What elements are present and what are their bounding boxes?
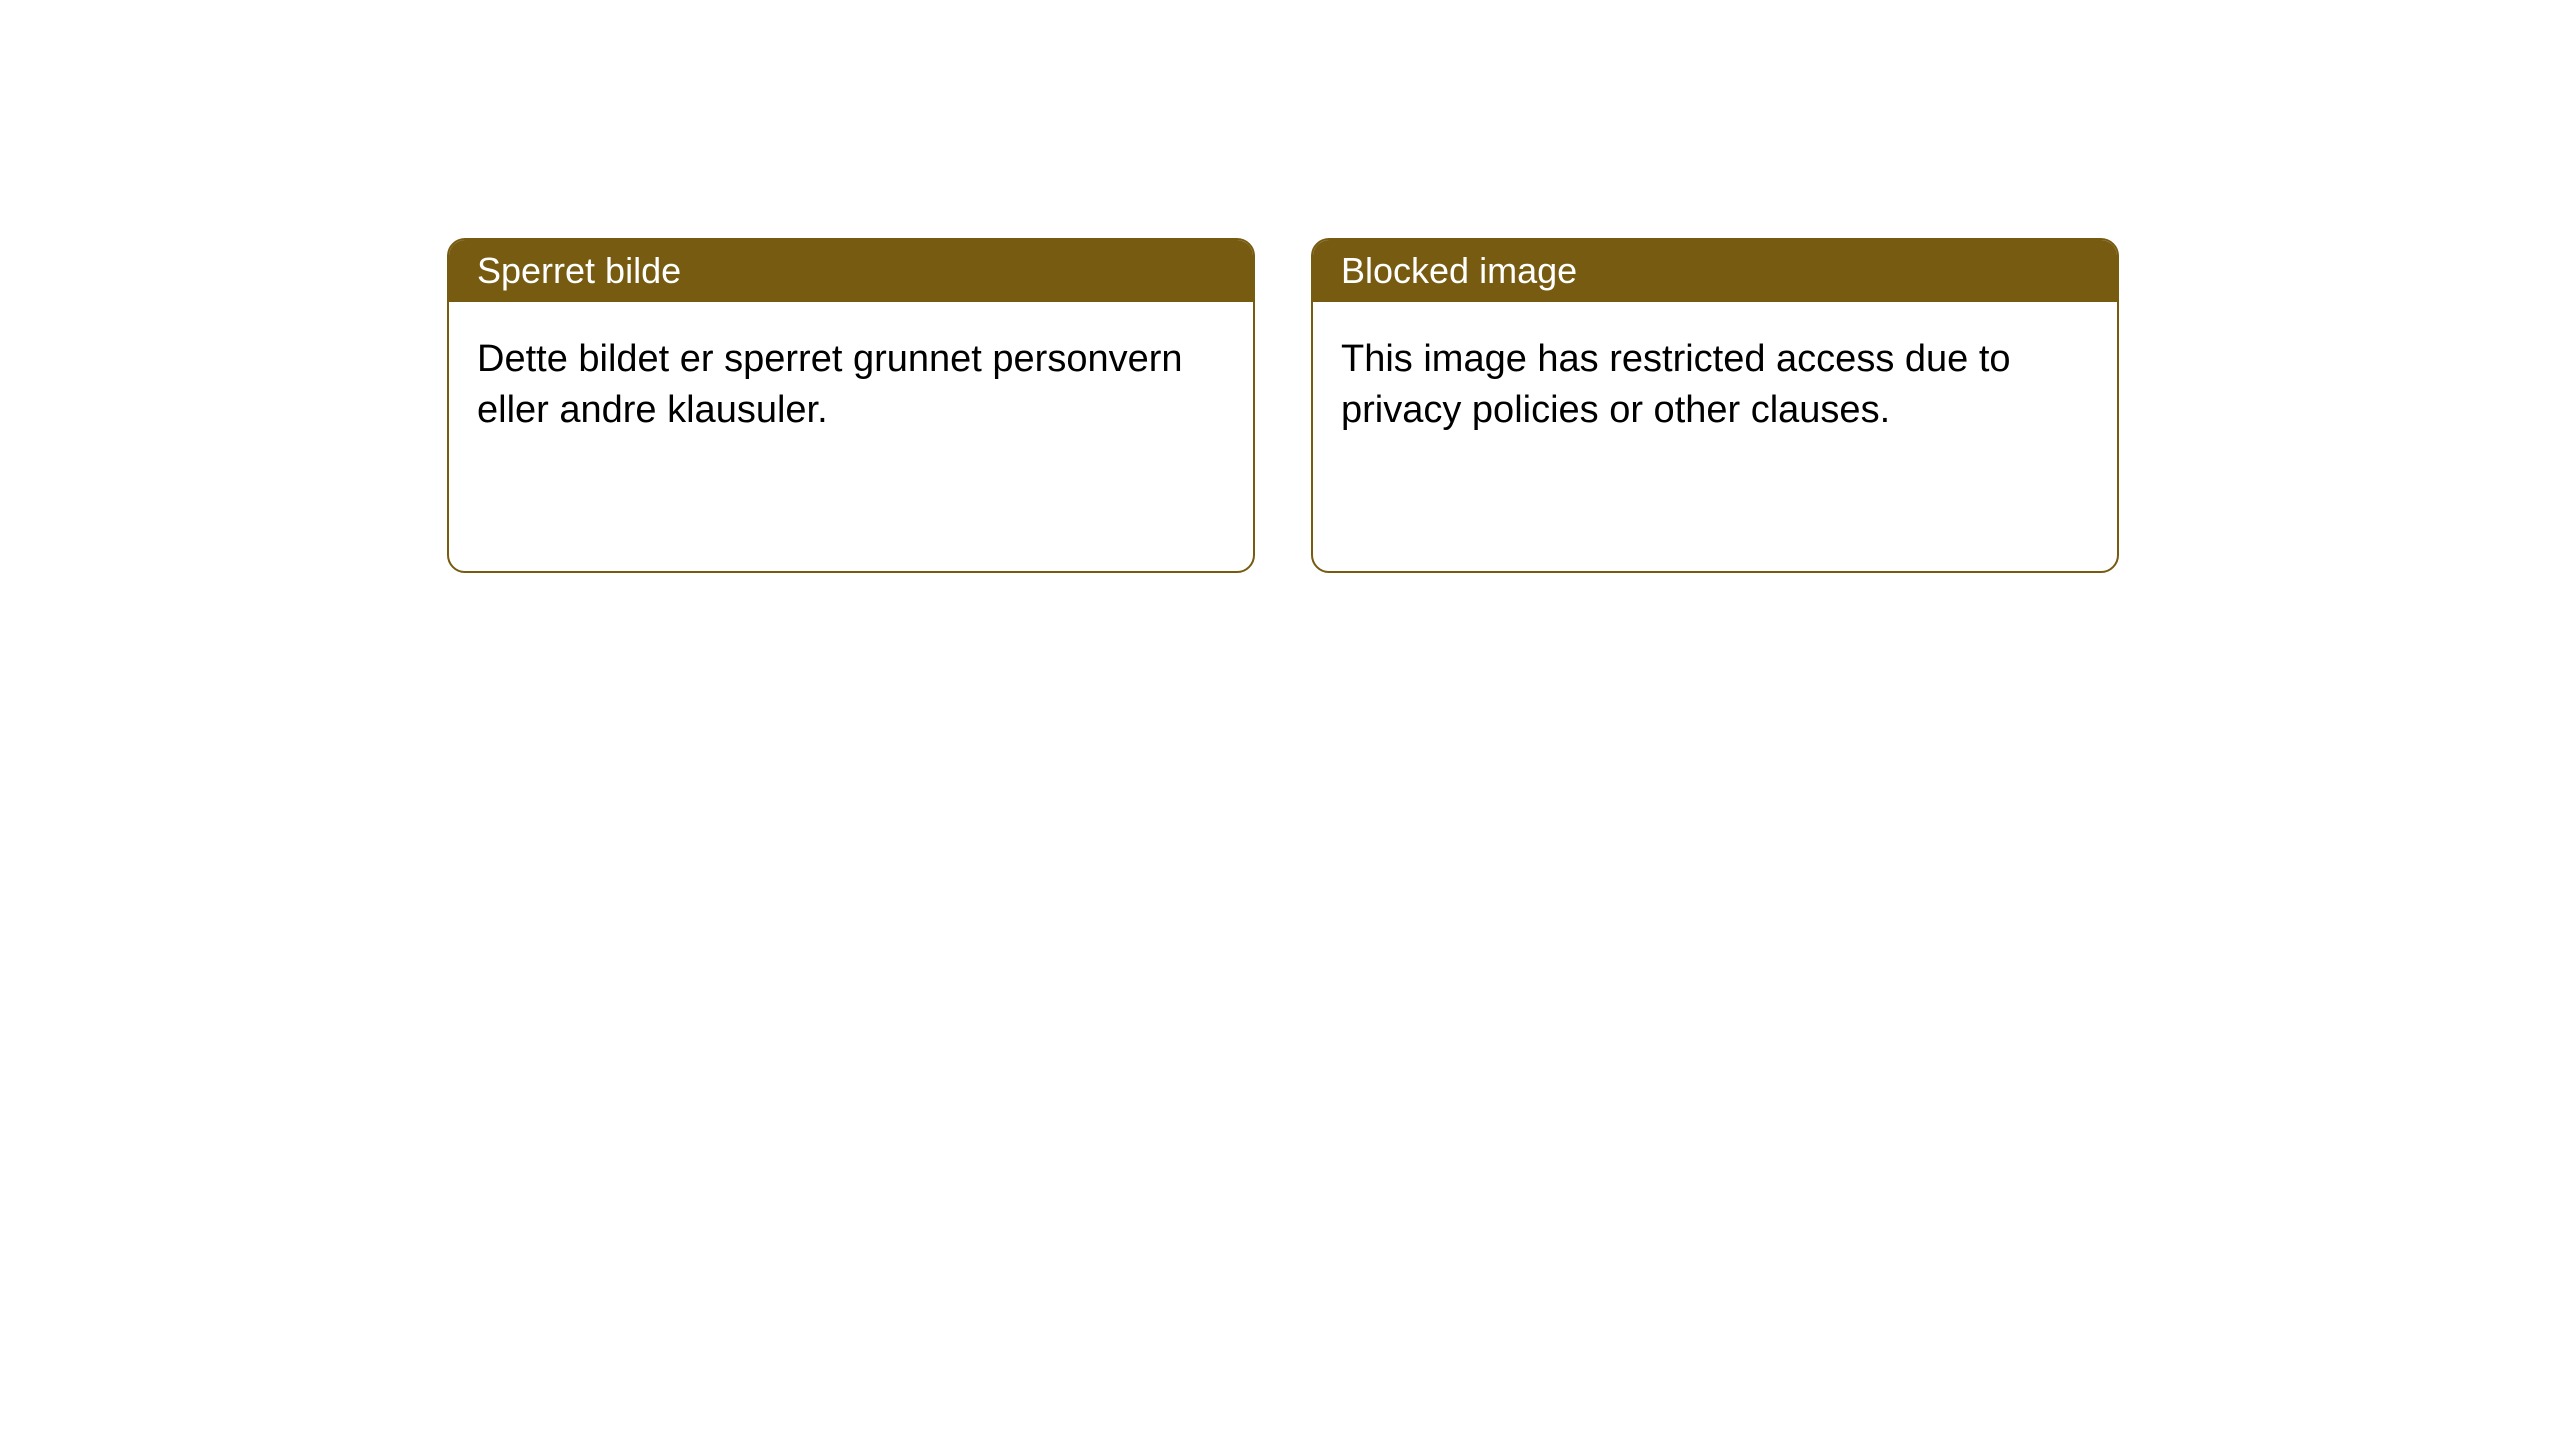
card-norwegian: Sperret bilde Dette bildet er sperret gr…: [447, 238, 1255, 573]
card-title: Blocked image: [1341, 250, 1577, 291]
card-body: This image has restricted access due to …: [1313, 302, 2117, 469]
card-header: Blocked image: [1313, 240, 2117, 302]
card-english: Blocked image This image has restricted …: [1311, 238, 2119, 573]
card-body-text: This image has restricted access due to …: [1341, 338, 2011, 431]
cards-container: Sperret bilde Dette bildet er sperret gr…: [447, 238, 2119, 573]
card-title: Sperret bilde: [477, 250, 681, 291]
card-body: Dette bildet er sperret grunnet personve…: [449, 302, 1253, 469]
card-header: Sperret bilde: [449, 240, 1253, 302]
card-body-text: Dette bildet er sperret grunnet personve…: [477, 338, 1183, 431]
